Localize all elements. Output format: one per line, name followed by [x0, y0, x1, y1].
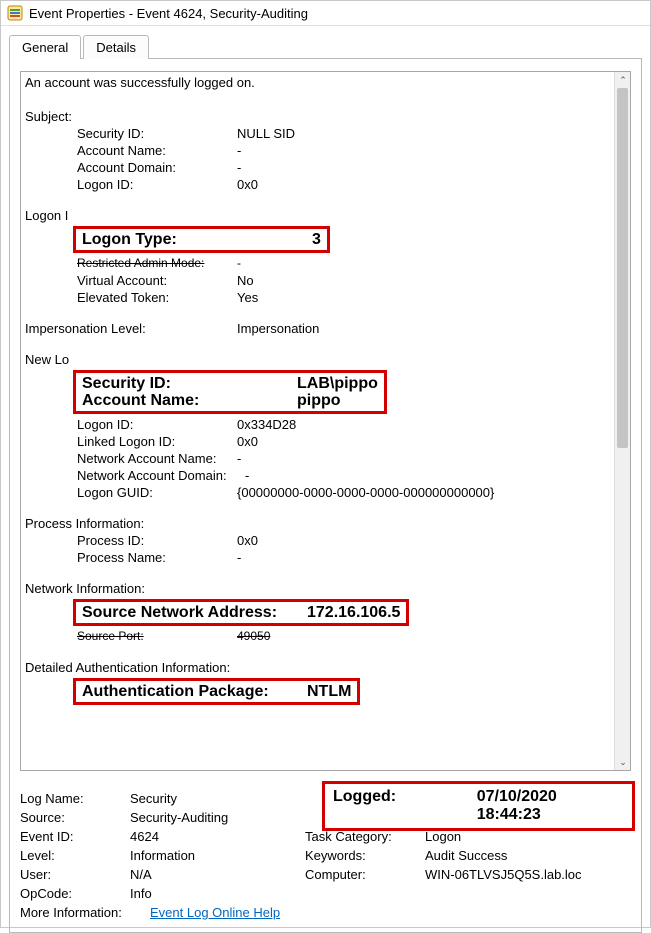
client-area: General Details An account was successfu…	[1, 26, 650, 933]
logon-info-heading: Logon I	[25, 207, 610, 224]
process-name-label: Process Name:	[77, 549, 237, 566]
process-id-value: 0x0	[237, 532, 258, 549]
auth-package-value: NTLM	[307, 683, 351, 700]
event-id-label: Event ID:	[20, 829, 130, 844]
highlight-new-logon-identity: Security ID:LAB\pippo Account Name:pippo	[73, 370, 387, 414]
source-port-label: Source Port:	[77, 628, 237, 645]
highlight-source-address: Source Network Address:172.16.106.5	[73, 599, 409, 626]
keywords-label: Keywords:	[305, 848, 425, 863]
logon-type-value: 3	[312, 231, 321, 248]
new-logon-heading: New Lo	[25, 351, 610, 368]
user-value: N/A	[130, 867, 305, 882]
elevated-token-value: Yes	[237, 289, 258, 306]
highlight-auth-package: Authentication Package:NTLM	[73, 678, 360, 705]
event-metadata: Logged: 07/10/2020 18:44:23 Log Name: Se…	[20, 789, 631, 922]
headline: An account was successfully logged on.	[25, 74, 610, 91]
restricted-admin-value: -	[237, 255, 241, 272]
newlogon-linked-id-value: 0x0	[237, 433, 258, 450]
impersonation-level-value: Impersonation	[237, 320, 319, 337]
computer-label: Computer:	[305, 867, 425, 882]
subject-security-id-value: NULL SID	[237, 125, 295, 142]
event-properties-window: Event Properties - Event 4624, Security-…	[0, 0, 651, 928]
newlogon-net-acct-name-value: -	[237, 450, 241, 467]
newlogon-account-name-value: pippo	[297, 392, 341, 409]
log-name-label: Log Name:	[20, 791, 130, 806]
logged-label: Logged:	[333, 788, 477, 824]
elevated-token-label: Elevated Token:	[77, 289, 237, 306]
newlogon-net-acct-dom-label: Network Account Domain:	[77, 467, 245, 484]
logged-value: 07/10/2020 18:44:23	[477, 788, 624, 824]
tab-details[interactable]: Details	[83, 35, 149, 59]
opcode-label: OpCode:	[20, 886, 130, 901]
level-value: Information	[130, 848, 305, 863]
event-id-value: 4624	[130, 829, 305, 844]
highlight-logon-type: Logon Type:3	[73, 226, 330, 253]
keywords-value: Audit Success	[425, 848, 507, 863]
scroll-down-icon[interactable]: ⌄	[615, 754, 631, 770]
titlebar: Event Properties - Event 4624, Security-…	[1, 1, 650, 26]
event-log-online-help-link[interactable]: Event Log Online Help	[150, 905, 280, 920]
impersonation-level-label: Impersonation Level:	[25, 320, 237, 337]
newlogon-guid-value: {00000000-0000-0000-0000-000000000000}	[237, 484, 494, 501]
subject-account-domain-label: Account Domain:	[77, 159, 237, 176]
user-label: User:	[20, 867, 130, 882]
event-viewer-icon	[7, 5, 23, 21]
network-info-heading: Network Information:	[25, 580, 610, 597]
newlogon-security-id-value: LAB\pippo	[297, 375, 378, 392]
newlogon-linked-id-label: Linked Logon ID:	[77, 433, 237, 450]
newlogon-security-id-label: Security ID:	[82, 375, 297, 392]
source-address-value: 172.16.106.5	[307, 604, 400, 621]
event-description-box: An account was successfully logged on. S…	[20, 71, 631, 771]
computer-value: WIN-06TLVSJ5Q5S.lab.loc	[425, 867, 582, 882]
newlogon-logon-id-label: Logon ID:	[77, 416, 237, 433]
subject-logon-id-label: Logon ID:	[77, 176, 237, 193]
scroll-thumb[interactable]	[617, 88, 628, 448]
tab-strip: General Details	[9, 35, 642, 59]
newlogon-net-acct-dom-value: -	[245, 467, 249, 484]
newlogon-net-acct-name-label: Network Account Name:	[77, 450, 237, 467]
subject-account-name-value: -	[237, 142, 241, 159]
process-id-label: Process ID:	[77, 532, 237, 549]
detailed-auth-heading: Detailed Authentication Information:	[25, 659, 610, 676]
logon-type-label: Logon Type:	[82, 231, 312, 248]
virtual-account-label: Virtual Account:	[77, 272, 237, 289]
newlogon-guid-label: Logon GUID:	[77, 484, 237, 501]
restricted-admin-label: Restricted Admin Mode:	[77, 255, 237, 272]
event-description-text: An account was successfully logged on. S…	[21, 72, 614, 770]
vertical-scrollbar[interactable]: ⌃ ⌄	[614, 72, 630, 770]
newlogon-logon-id-value: 0x334D28	[237, 416, 296, 433]
tab-page-general: An account was successfully logged on. S…	[9, 58, 642, 933]
subject-account-domain-value: -	[237, 159, 241, 176]
subject-logon-id-value: 0x0	[237, 176, 258, 193]
source-address-label: Source Network Address:	[82, 604, 307, 621]
virtual-account-value: No	[237, 272, 254, 289]
highlight-logged-time: Logged: 07/10/2020 18:44:23	[322, 781, 635, 831]
task-category-label: Task Category:	[305, 829, 425, 844]
source-label: Source:	[20, 810, 130, 825]
process-name-value: -	[237, 549, 241, 566]
opcode-value: Info	[130, 886, 305, 901]
level-label: Level:	[20, 848, 130, 863]
subject-heading: Subject:	[25, 108, 610, 125]
more-info-label: More Information:	[20, 905, 150, 920]
auth-package-label: Authentication Package:	[82, 683, 307, 700]
log-name-value: Security	[130, 791, 305, 806]
subject-security-id-label: Security ID:	[77, 125, 237, 142]
source-value: Security-Auditing	[130, 810, 305, 825]
scroll-up-icon[interactable]: ⌃	[615, 72, 631, 88]
process-info-heading: Process Information:	[25, 515, 610, 532]
tab-general[interactable]: General	[9, 35, 81, 59]
subject-account-name-label: Account Name:	[77, 142, 237, 159]
task-category-value: Logon	[425, 829, 461, 844]
newlogon-account-name-label: Account Name:	[82, 392, 297, 409]
window-title: Event Properties - Event 4624, Security-…	[29, 6, 308, 21]
source-port-value: 49050	[237, 628, 270, 645]
